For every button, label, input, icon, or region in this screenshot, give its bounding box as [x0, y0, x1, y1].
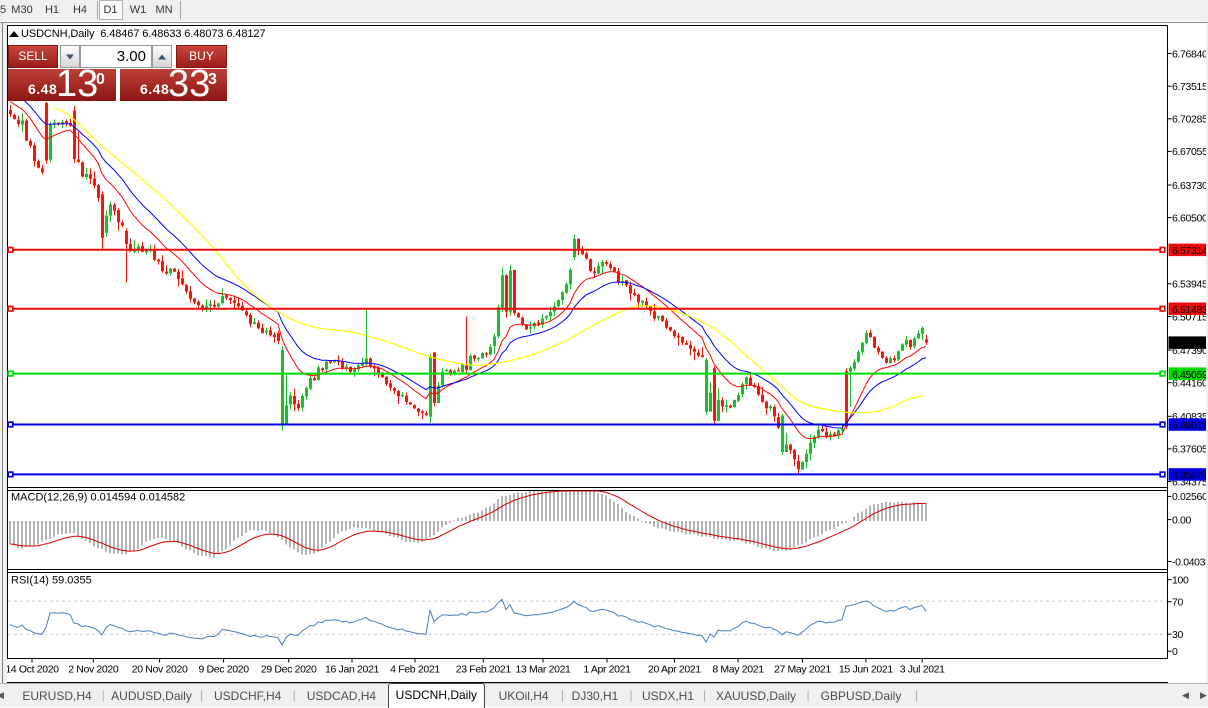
- svg-text:6.60500: 6.60500: [1172, 212, 1208, 224]
- svg-text:0: 0: [1172, 646, 1178, 658]
- svg-text:RSI(14) 59.0355: RSI(14) 59.0355: [11, 575, 92, 587]
- svg-text:6.73515: 6.73515: [1172, 81, 1208, 93]
- svg-text:100: 100: [1172, 574, 1189, 586]
- svg-text:2 Nov 2020: 2 Nov 2020: [68, 664, 119, 676]
- svg-text:70: 70: [1172, 597, 1183, 609]
- svg-text:14 Oct 2020: 14 Oct 2020: [5, 664, 59, 676]
- svg-text:6.51483: 6.51483: [1172, 304, 1208, 316]
- svg-text:13 Mar 2021: 13 Mar 2021: [515, 664, 571, 676]
- svg-text:-0.04038: -0.04038: [1172, 556, 1208, 568]
- svg-text:6.57314: 6.57314: [1172, 245, 1208, 257]
- svg-text:6.35078: 6.35078: [1172, 470, 1208, 482]
- svg-text:3 Jul 2021: 3 Jul 2021: [900, 664, 945, 676]
- svg-text:15 Jun 2021: 15 Jun 2021: [839, 664, 893, 676]
- svg-text:6.44160: 6.44160: [1172, 378, 1208, 390]
- svg-text:9 Dec 2020: 9 Dec 2020: [198, 664, 249, 676]
- svg-text:0.025609: 0.025609: [1172, 491, 1208, 503]
- svg-text:16 Jan 2021: 16 Jan 2021: [325, 664, 379, 676]
- svg-text:6.53945: 6.53945: [1172, 279, 1208, 291]
- svg-text:20 Nov 2020: 20 Nov 2020: [132, 664, 188, 676]
- svg-text:1 Apr 2021: 1 Apr 2021: [583, 664, 631, 676]
- svg-text:6.48127: 6.48127: [1172, 338, 1208, 350]
- svg-text:4 Feb 2021: 4 Feb 2021: [390, 664, 440, 676]
- svg-text:6.37605: 6.37605: [1172, 444, 1208, 456]
- svg-text:6.70285: 6.70285: [1172, 114, 1208, 126]
- svg-text:6.40019: 6.40019: [1172, 420, 1208, 432]
- svg-text:0.00: 0.00: [1172, 514, 1192, 526]
- svg-text:6.67055: 6.67055: [1172, 146, 1208, 158]
- svg-text:6.76840: 6.76840: [1172, 48, 1208, 60]
- svg-text:30: 30: [1172, 629, 1183, 641]
- svg-text:29 Dec 2020: 29 Dec 2020: [261, 664, 317, 676]
- svg-text:MACD(12,26,9) 0.014594 0.01458: MACD(12,26,9) 0.014594 0.014582: [11, 492, 185, 504]
- svg-text:8 May 2021: 8 May 2021: [712, 664, 764, 676]
- svg-text:23 Feb 2021: 23 Feb 2021: [456, 664, 512, 676]
- svg-text:20 Apr 2021: 20 Apr 2021: [648, 664, 701, 676]
- svg-text:6.45059: 6.45059: [1172, 369, 1208, 381]
- svg-text:27 May 2021: 27 May 2021: [774, 664, 831, 676]
- svg-text:6.63730: 6.63730: [1172, 180, 1208, 192]
